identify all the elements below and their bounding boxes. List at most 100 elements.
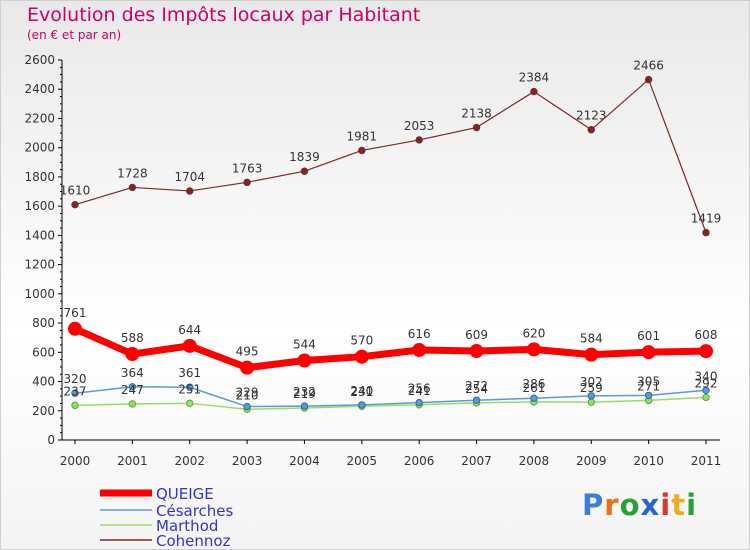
data-point [128,383,137,391]
x-tick-label: 2006 [404,454,435,468]
data-point [300,402,309,410]
data-label: 1419 [691,212,722,226]
legend-label: Cohennoz [156,532,231,550]
data-point [243,402,251,411]
data-label: 251 [178,382,201,396]
x-tick-label: 2011 [691,454,722,468]
data-point [702,386,710,395]
y-tick-label: 400 [32,375,55,389]
data-label: 1610 [60,184,91,198]
data-point [300,167,309,175]
series-line-queige [73,325,707,372]
y-tick-label: 2000 [24,141,55,155]
data-label: 240 [350,384,373,398]
data-point [186,383,194,391]
data-label: 616 [408,327,431,341]
data-label: 588 [121,331,144,345]
y-tick-label: 2600 [24,53,55,67]
data-point [358,146,366,155]
data-point [530,394,538,402]
data-label: 340 [695,369,718,383]
data-label: 286 [522,377,545,391]
x-tick-label: 2004 [289,454,320,468]
x-tick-label: 2000 [60,454,91,468]
data-label: 219 [293,387,316,401]
logo-letter: t [671,488,687,522]
data-point [412,342,427,357]
data-label: 584 [580,332,603,346]
y-tick-label: 1600 [24,199,55,213]
data-label: 305 [637,374,660,388]
data-label: 570 [350,334,373,348]
chart-title: Evolution des Impôts locaux par Habitant [27,4,421,26]
x-tick-label: 2003 [232,454,263,468]
data-point [587,126,595,134]
data-point [641,345,656,360]
data-point [125,347,140,362]
data-point [472,123,481,132]
data-point [587,392,595,400]
y-tick-label: 200 [32,404,55,418]
data-label: 237 [64,384,87,398]
logo-letter: x [640,488,661,522]
y-tick-label: 2200 [24,111,55,125]
series-line-marthod [74,396,707,411]
proxiti-logo: Proxiti [582,488,697,522]
legend-label: Marthod [156,517,218,535]
data-label: 495 [236,345,259,359]
series-line-cohennoz [74,78,707,233]
data-label: 256 [408,382,431,396]
data-label: 1839 [289,150,320,164]
data-label: 271 [637,379,660,393]
data-label: 761 [64,306,87,320]
data-label: 229 [236,386,259,400]
data-label: 302 [580,375,603,389]
legend-label: QUEIGE [156,485,214,503]
logo-letter: i [686,488,698,522]
data-point [128,400,137,408]
data-label: 2123 [576,109,607,123]
data-label: 2138 [461,107,492,121]
data-point [71,389,79,397]
legend-label: Césarches [156,502,234,520]
data-point [699,344,713,359]
data-label: 259 [580,381,603,395]
data-label: 361 [178,366,201,380]
data-point [297,353,312,368]
data-point [243,178,251,187]
x-tick-label: 2010 [633,454,664,468]
x-tick-label: 2002 [174,454,205,468]
x-tick-label: 2007 [461,454,492,468]
data-label: 261 [522,381,545,395]
data-label: 2384 [519,71,550,85]
data-point [354,349,369,364]
data-label: 247 [121,383,144,397]
data-point [186,187,194,195]
data-label: 2053 [404,119,435,133]
y-tick-label: 1400 [24,228,55,242]
data-label: 241 [408,384,431,398]
data-point [415,136,423,144]
data-point [358,401,366,409]
data-point [415,398,423,407]
data-point [71,401,79,410]
data-label: 364 [121,366,144,380]
x-tick-label: 2001 [117,454,148,468]
logo-letter: r [604,488,620,522]
data-point [587,398,595,406]
y-tick-label: 1800 [24,170,55,184]
data-label: 231 [350,385,373,399]
x-tick-label: 2009 [576,454,607,468]
x-tick-label: 2005 [347,454,378,468]
data-point [584,347,599,362]
data-label: 1763 [232,161,263,175]
series-line-césarches [74,386,707,408]
data-point [469,343,484,358]
y-tick-label: 800 [32,316,55,330]
data-label: 232 [293,385,316,399]
data-label: 608 [695,328,718,342]
chart-subtitle: (en € et par an) [27,28,122,42]
data-point [68,321,82,336]
